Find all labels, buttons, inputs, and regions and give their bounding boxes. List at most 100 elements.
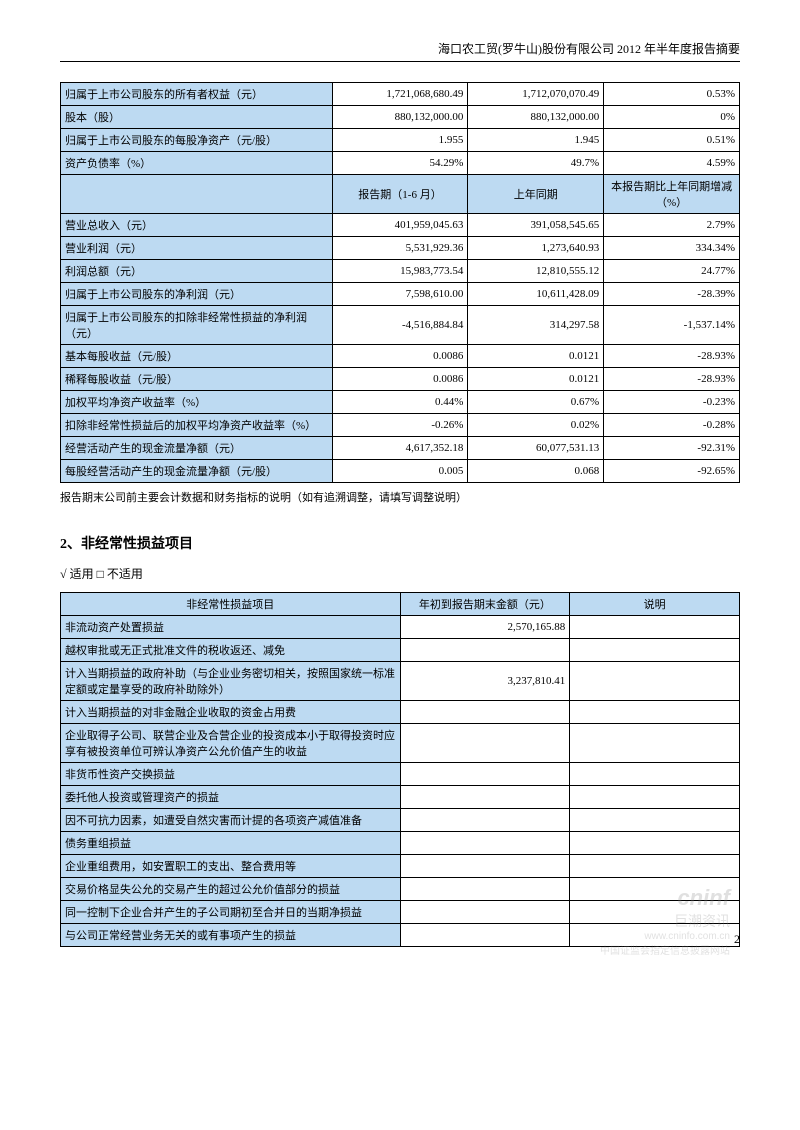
row-label: 归属于上市公司股东的所有者权益（元） xyxy=(61,83,333,106)
row-c1: 0.0086 xyxy=(332,345,468,368)
row-label: 非货币性资产交换损益 xyxy=(61,763,401,786)
table-row: 委托他人投资或管理资产的损益 xyxy=(61,786,740,809)
row-label: 股本（股） xyxy=(61,106,333,129)
table-row: 经营活动产生的现金流量净额（元）4,617,352.1860,077,531.1… xyxy=(61,437,740,460)
row-label: 因不可抗力因素，如遭受自然灾害而计提的各项资产减值准备 xyxy=(61,809,401,832)
row-c1: 0.0086 xyxy=(332,368,468,391)
row-label: 资产负债率（%） xyxy=(61,152,333,175)
watermark-brand: cninf xyxy=(600,885,730,911)
row-c3: -92.65% xyxy=(604,460,740,483)
row-c3: -92.31% xyxy=(604,437,740,460)
row-c2: 314,297.58 xyxy=(468,306,604,345)
table-row: 股本（股）880,132,000.00880,132,000.000% xyxy=(61,106,740,129)
watermark-sub: 中国证监会指定信息披露网站 xyxy=(600,942,730,957)
row-label: 归属于上市公司股东的扣除非经常性损益的净利润（元） xyxy=(61,306,333,345)
row-c3: 0% xyxy=(604,106,740,129)
page-header: 海口农工贸(罗牛山)股份有限公司 2012 年半年度报告摘要 xyxy=(60,40,740,62)
t2-h2: 年初到报告期末金额（元） xyxy=(400,593,570,616)
row-label: 债务重组损益 xyxy=(61,832,401,855)
page-number: 2 xyxy=(734,932,740,947)
row-amount xyxy=(400,809,570,832)
row-amount xyxy=(400,901,570,924)
table1-footnote: 报告期末公司前主要会计数据和财务指标的说明（如有追溯调整，请填写调整说明） xyxy=(60,489,740,505)
row-c2: 391,058,545.65 xyxy=(468,214,604,237)
row-amount xyxy=(400,701,570,724)
row-c3: 4.59% xyxy=(604,152,740,175)
table-row: 企业取得子公司、联营企业及合营企业的投资成本小于取得投资时应享有被投资单位可辨认… xyxy=(61,724,740,763)
row-c2: 1,273,640.93 xyxy=(468,237,604,260)
table-row: 归属于上市公司股东的每股净资产（元/股）1.9551.9450.51% xyxy=(61,129,740,152)
row-c1: 4,617,352.18 xyxy=(332,437,468,460)
row-c2: 60,077,531.13 xyxy=(468,437,604,460)
row-amount xyxy=(400,786,570,809)
row-label: 计入当期损益的对非金融企业收取的资金占用费 xyxy=(61,701,401,724)
row-label: 计入当期损益的政府补助（与企业业务密切相关，按照国家统一标准定额或定量享受的政府… xyxy=(61,662,401,701)
row-c3: 0.53% xyxy=(604,83,740,106)
t2-h1: 非经常性损益项目 xyxy=(61,593,401,616)
row-label: 企业重组费用，如安置职工的支出、整合费用等 xyxy=(61,855,401,878)
table-row: 加权平均净资产收益率（%）0.44%0.67%-0.23% xyxy=(61,391,740,414)
row-c1: 880,132,000.00 xyxy=(332,106,468,129)
row-label: 交易价格显失公允的交易产生的超过公允价值部分的损益 xyxy=(61,878,401,901)
row-c1: 54.29% xyxy=(332,152,468,175)
row-c2: 1,712,070,070.49 xyxy=(468,83,604,106)
row-c1: 1.955 xyxy=(332,129,468,152)
header-title: 海口农工贸(罗牛山)股份有限公司 2012 年半年度报告摘要 xyxy=(438,42,740,56)
section-2-title: 2、非经常性损益项目 xyxy=(60,533,740,553)
row-c1: 7,598,610.00 xyxy=(332,283,468,306)
row-amount xyxy=(400,724,570,763)
row-label: 企业取得子公司、联营企业及合营企业的投资成本小于取得投资时应享有被投资单位可辨认… xyxy=(61,724,401,763)
row-c3: -0.28% xyxy=(604,414,740,437)
row-label: 同一控制下企业合并产生的子公司期初至合并日的当期净损益 xyxy=(61,901,401,924)
row-c3: 334.34% xyxy=(604,237,740,260)
row-c3: -28.93% xyxy=(604,345,740,368)
row-note xyxy=(570,701,740,724)
row-c3: 0.51% xyxy=(604,129,740,152)
row-note xyxy=(570,832,740,855)
row-c2: 12,810,555.12 xyxy=(468,260,604,283)
table-row: 债务重组损益 xyxy=(61,832,740,855)
row-amount xyxy=(400,639,570,662)
row-note xyxy=(570,616,740,639)
row-amount: 2,570,165.88 xyxy=(400,616,570,639)
row-c2: 0.068 xyxy=(468,460,604,483)
watermark: cninf 巨潮资讯 www.cninfo.com.cn 中国证监会指定信息披露… xyxy=(600,885,730,957)
table-row: 扣除非经常性损益后的加权平均净资产收益率（%）-0.26%0.02%-0.28% xyxy=(61,414,740,437)
row-c2: 0.0121 xyxy=(468,345,604,368)
table-row: 归属于上市公司股东的扣除非经常性损益的净利润（元）-4,516,884.8431… xyxy=(61,306,740,345)
table-row: 稀释每股收益（元/股）0.00860.0121-28.93% xyxy=(61,368,740,391)
row-c2: 0.67% xyxy=(468,391,604,414)
row-c3: -0.23% xyxy=(604,391,740,414)
row-amount xyxy=(400,832,570,855)
row-label: 归属于上市公司股东的净利润（元） xyxy=(61,283,333,306)
table-row: 基本每股收益（元/股）0.00860.0121-28.93% xyxy=(61,345,740,368)
table-row: 营业利润（元）5,531,929.361,273,640.93334.34% xyxy=(61,237,740,260)
row-label: 与公司正常经营业务无关的或有事项产生的损益 xyxy=(61,924,401,947)
t1-mid-h2: 上年同期 xyxy=(468,175,604,214)
table-row: 利润总额（元）15,983,773.5412,810,555.1224.77% xyxy=(61,260,740,283)
row-c1: 5,531,929.36 xyxy=(332,237,468,260)
row-note xyxy=(570,786,740,809)
row-c2: 0.02% xyxy=(468,414,604,437)
table-row: 归属于上市公司股东的所有者权益（元）1,721,068,680.491,712,… xyxy=(61,83,740,106)
row-label: 营业利润（元） xyxy=(61,237,333,260)
row-note xyxy=(570,855,740,878)
row-c1: -0.26% xyxy=(332,414,468,437)
row-c3: -28.39% xyxy=(604,283,740,306)
row-note xyxy=(570,763,740,786)
row-note xyxy=(570,809,740,832)
row-c3: 24.77% xyxy=(604,260,740,283)
table-row: 归属于上市公司股东的净利润（元）7,598,610.0010,611,428.0… xyxy=(61,283,740,306)
t2-h3: 说明 xyxy=(570,593,740,616)
row-amount: 3,237,810.41 xyxy=(400,662,570,701)
section-2-apply: √ 适用 □ 不适用 xyxy=(60,565,740,582)
row-c1: 0.005 xyxy=(332,460,468,483)
row-c2: 49.7% xyxy=(468,152,604,175)
row-c2: 0.0121 xyxy=(468,368,604,391)
row-label: 稀释每股收益（元/股） xyxy=(61,368,333,391)
row-c2: 880,132,000.00 xyxy=(468,106,604,129)
t1-mid-h1: 报告期（1-6 月） xyxy=(332,175,468,214)
table-row: 计入当期损益的对非金融企业收取的资金占用费 xyxy=(61,701,740,724)
table-row: 越权审批或无正式批准文件的税收返还、减免 xyxy=(61,639,740,662)
t1-mid-h3: 本报告期比上年同期增减（%） xyxy=(604,175,740,214)
